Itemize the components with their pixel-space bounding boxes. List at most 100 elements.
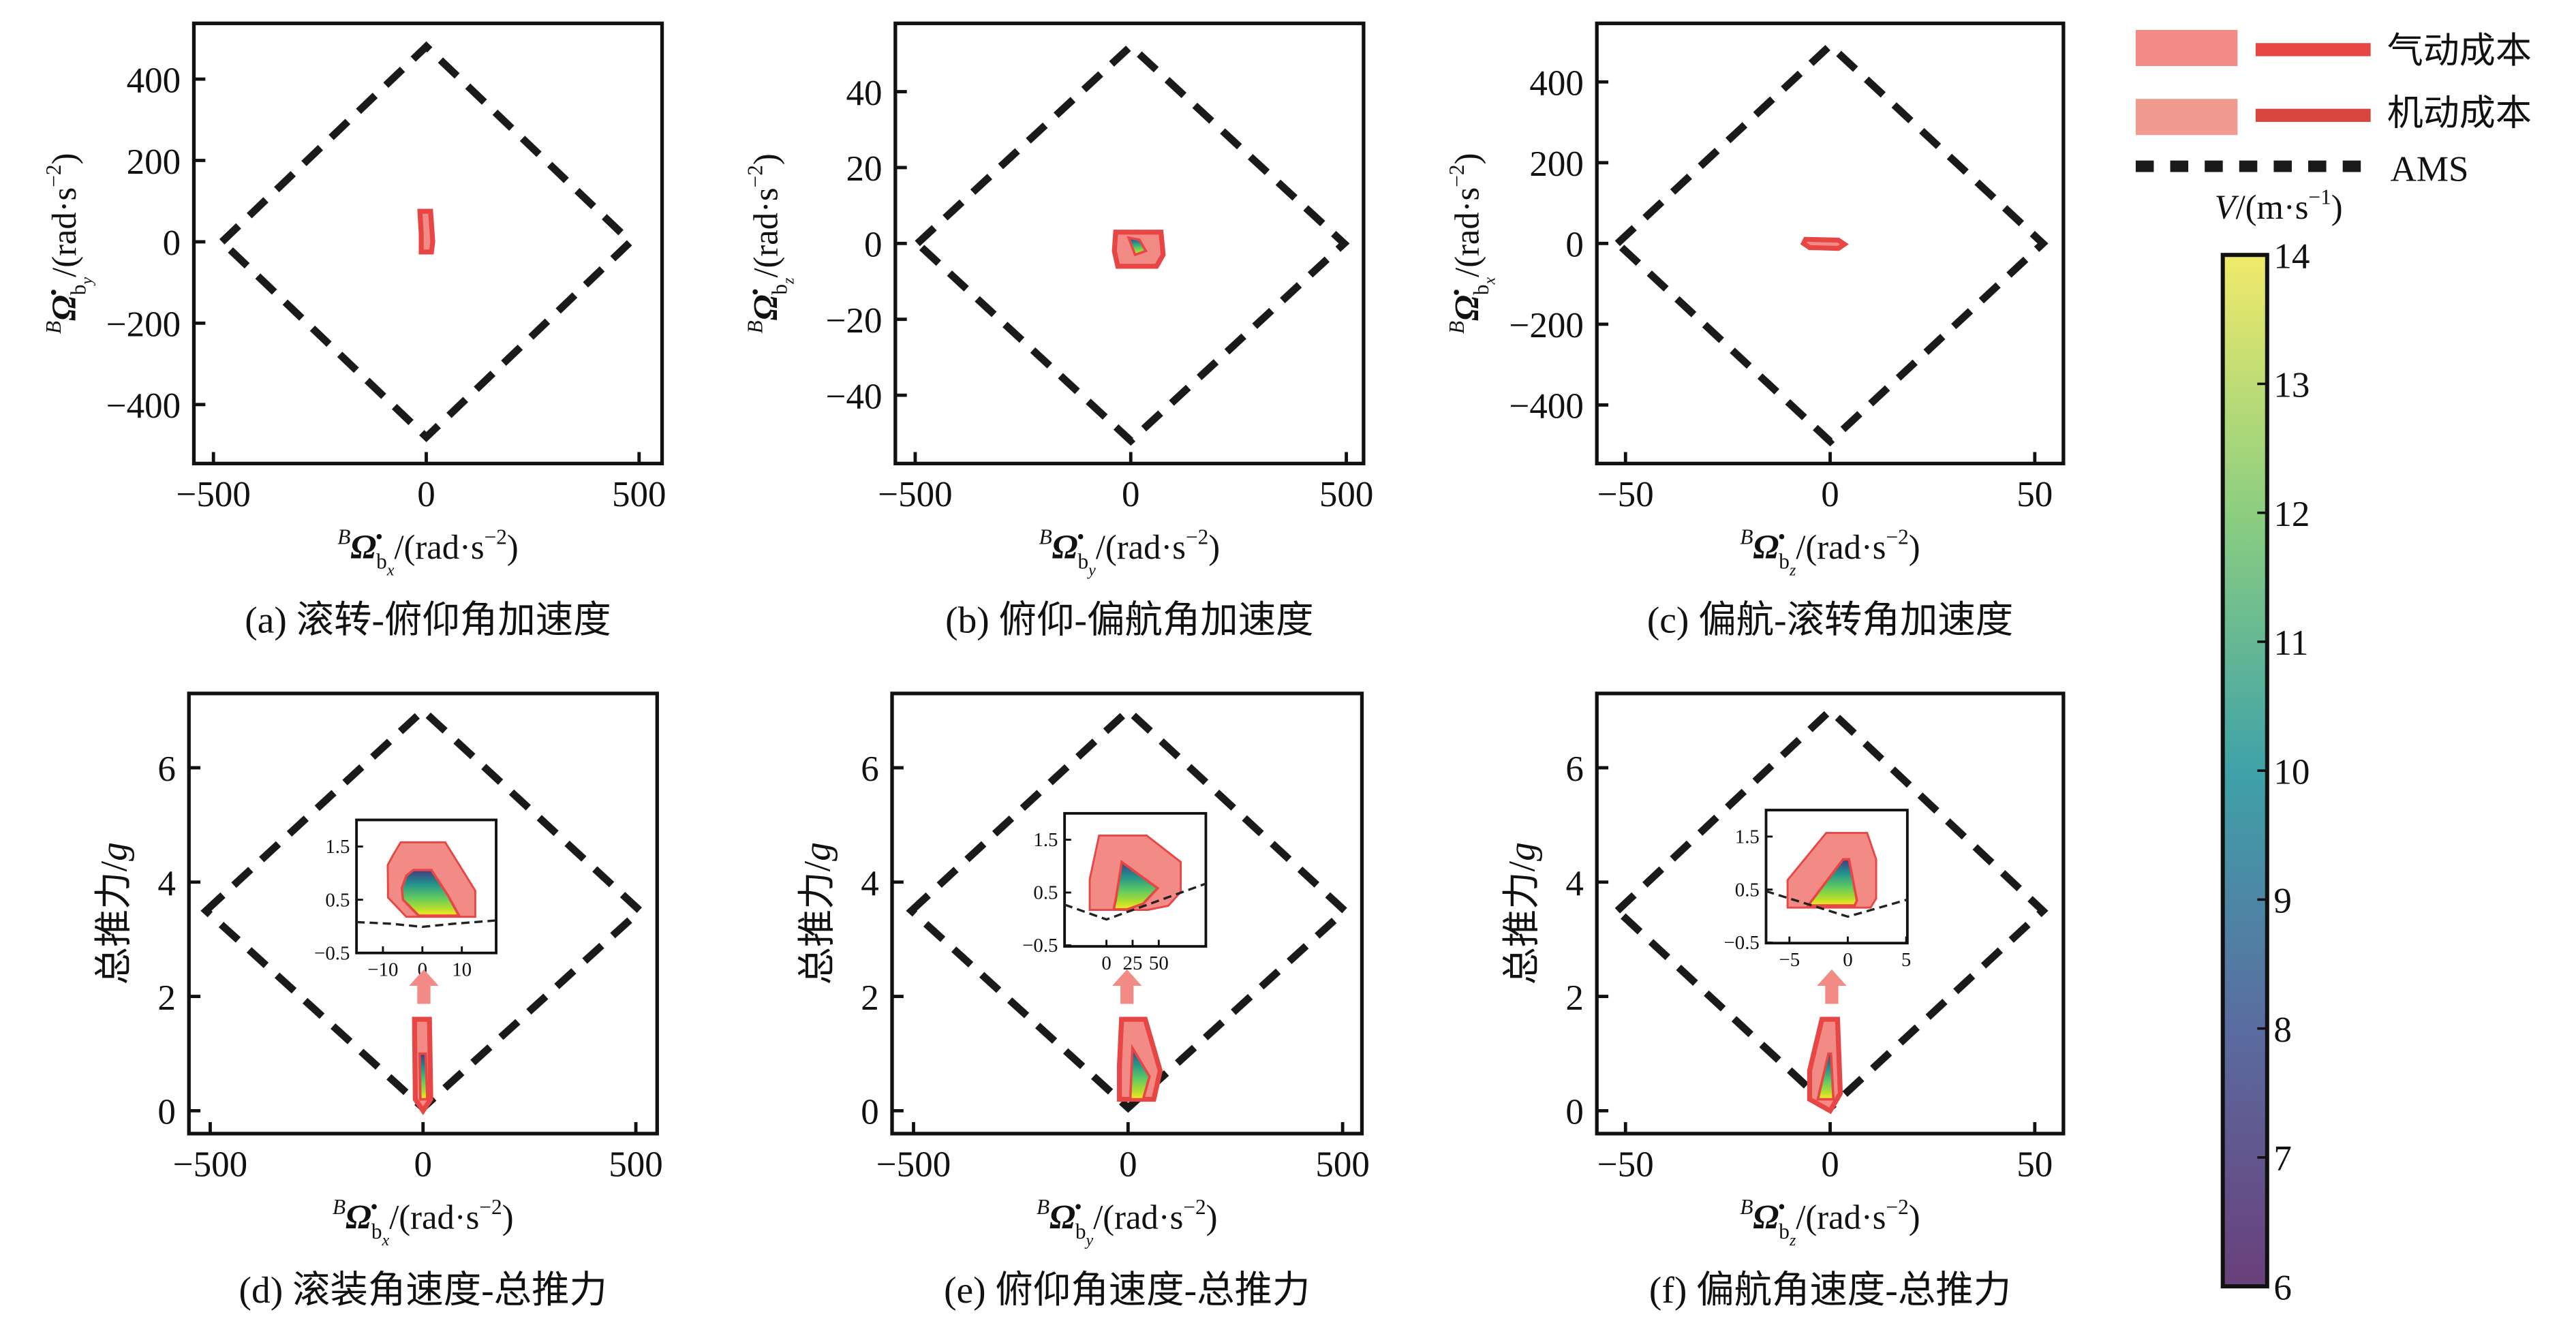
panel-caption: (c) 偏航-滚转角加速度 xyxy=(1647,600,2013,641)
panel-caption: (f) 偏航角速度-总推力 xyxy=(1649,1269,2011,1311)
inset-y-tick-label: 1.5 xyxy=(1735,826,1760,848)
legend-maneuver-patch xyxy=(2135,99,2238,136)
colorbar-tick-label: 11 xyxy=(2273,623,2308,663)
x-tick-label: −50 xyxy=(1597,475,1654,514)
x-tick-label: −500 xyxy=(173,1145,247,1185)
colorbar-tick-label: 7 xyxy=(2273,1139,2292,1179)
axis-label: BΩ̇bx/(rad·s−2) xyxy=(1445,153,1499,335)
y-tick-label: 400 xyxy=(1529,64,1584,104)
x-tick-label: 0 xyxy=(1119,1145,1137,1185)
aero-cost-region xyxy=(1800,236,1849,251)
y-tick-label: 0 xyxy=(1565,1093,1584,1132)
axis-label: BΩ̇bx/(rad·s−2) xyxy=(333,1195,514,1249)
axis-label: BΩ̇bz/(rad·s−2) xyxy=(743,153,798,333)
y-tick-label: −20 xyxy=(826,301,883,341)
ams-boundary xyxy=(1612,705,2049,1113)
panel-b: −500 0 500 40 20 0 −20 −40 BΩ̇by/(rad·s−2) BΩ̇bz/… xyxy=(743,21,1374,641)
x-tick-label: −500 xyxy=(176,475,250,514)
y-tick-label: 0 xyxy=(1565,226,1584,265)
x-tick-label: −500 xyxy=(878,475,952,514)
inset-y-tick-label: 1.5 xyxy=(1033,829,1058,851)
y-tick-label: −200 xyxy=(106,305,181,345)
ams-boundary xyxy=(1612,40,2049,447)
x-tick-label: 0 xyxy=(414,1145,433,1185)
y-tick-label: 200 xyxy=(1529,144,1584,184)
inset-e: 0 25 501.50.5−0.5 xyxy=(1022,811,1208,974)
y-tick-label: 0 xyxy=(861,1093,879,1132)
panel-caption: (a) 滚转-俯仰角加速度 xyxy=(245,600,611,641)
inset-ams-curve xyxy=(356,919,497,929)
y-tick-label: 200 xyxy=(127,142,181,182)
y-tick-label: 6 xyxy=(1565,749,1584,789)
panel-d: −500 0 500 6 4 2 0 BΩ̇bx/(rad·s−2) 总推力/g (d) 滚装角速… xyxy=(93,692,663,1311)
y-tick-label: 0 xyxy=(163,223,181,263)
ams-boundary xyxy=(200,705,646,1113)
colorbar-tick-label: 10 xyxy=(2273,752,2310,792)
inset-x-tick-label: −10 xyxy=(367,959,398,981)
y-axis-label: 总推力/g xyxy=(796,842,838,984)
colorbar-tick-label: 9 xyxy=(2273,882,2292,921)
colorbar-tick-label: 12 xyxy=(2273,495,2310,534)
zoom-arrow-icon xyxy=(409,969,439,1004)
inset-y-tick-label: 0.5 xyxy=(1033,882,1058,904)
inset-y-tick-label: 0.5 xyxy=(1735,879,1760,901)
legend-aero-line xyxy=(2255,43,2371,57)
inset-y-tick-label: −0.5 xyxy=(314,942,350,964)
inset-ams-curve xyxy=(1064,882,1206,921)
inset-velocity-region xyxy=(1111,859,1160,911)
panel-caption: (d) 滚装角速度-总推力 xyxy=(239,1269,607,1311)
panel-c: −50 0 50 400 200 0 −200 −400 BΩ̇bz/(rad·s−2) BΩ̇b… xyxy=(1445,21,2066,641)
x-tick-label: 500 xyxy=(1319,475,1374,514)
legend-maneuver-label: 机动成本 xyxy=(2387,94,2532,134)
velocity-region xyxy=(1126,236,1148,257)
axis-label: BΩ̇bz/(rad·s−2) xyxy=(1740,1195,1920,1249)
legend: 气动成本 机动成本 AMS xyxy=(2135,29,2532,189)
y-tick-label: 2 xyxy=(157,978,176,1018)
x-tick-label: 0 xyxy=(1821,1145,1839,1185)
inset-y-tick-label: −0.5 xyxy=(1723,932,1759,954)
x-tick-label: 0 xyxy=(417,475,435,514)
y-tick-label: −200 xyxy=(1509,306,1583,345)
x-tick-label: 500 xyxy=(1315,1145,1370,1185)
y-tick-label: 2 xyxy=(1565,978,1584,1018)
x-tick-label: 50 xyxy=(2017,1145,2053,1185)
inset-x-tick-label: 0 xyxy=(1843,949,1852,971)
legend-maneuver-line xyxy=(2255,108,2371,122)
y-tick-label: 20 xyxy=(846,149,883,189)
axis-label: BΩ̇bz/(rad·s−2) xyxy=(1740,525,1920,579)
inset-y-tick-label: 1.5 xyxy=(325,836,350,858)
velocity-region xyxy=(1816,1052,1835,1101)
panel-a: −500 0 500 400 200 0 −200 −400 BΩ̇bx/(rad·s−2) BΩ… xyxy=(42,21,666,641)
inset-x-tick-label: −5 xyxy=(1779,949,1800,971)
y-tick-label: 400 xyxy=(127,61,181,100)
colorbar-tick-label: 13 xyxy=(2273,366,2310,405)
inset-f: −5 0 5 1.5 0.5 −0.5 xyxy=(1723,809,1911,971)
x-tick-label: 500 xyxy=(612,475,666,514)
velocity-region xyxy=(1129,1043,1151,1101)
inset-y-tick-label: 0.5 xyxy=(325,889,350,911)
y-tick-label: 4 xyxy=(1565,864,1584,903)
colorbar-label: V/(m·s−1) xyxy=(2215,185,2343,226)
colorbar-tick-label: 8 xyxy=(2273,1010,2292,1050)
velocity-region xyxy=(418,1052,429,1101)
colorbar-tick-label: 6 xyxy=(2273,1268,2292,1307)
legend-ams-label: AMS xyxy=(2391,150,2469,189)
zoom-arrow-icon xyxy=(1112,969,1142,1004)
y-tick-label: 0 xyxy=(864,226,883,265)
ams-boundary xyxy=(912,41,1350,446)
y-tick-label: 2 xyxy=(861,978,879,1018)
colorbar: V/(m·s−1) 6 7 8 9 10 11 12 13 14 xyxy=(2215,185,2343,1307)
y-tick-label: −400 xyxy=(106,386,181,426)
y-tick-label: 0 xyxy=(157,1093,176,1132)
aero-cost-region xyxy=(417,208,435,255)
ams-boundary xyxy=(906,705,1351,1113)
x-tick-label: 500 xyxy=(609,1145,663,1185)
y-tick-label: 6 xyxy=(157,749,176,789)
y-tick-label: −40 xyxy=(826,377,883,416)
x-tick-label: 0 xyxy=(1821,475,1839,514)
legend-aero-patch xyxy=(2135,29,2238,66)
x-tick-label: −500 xyxy=(876,1145,951,1185)
